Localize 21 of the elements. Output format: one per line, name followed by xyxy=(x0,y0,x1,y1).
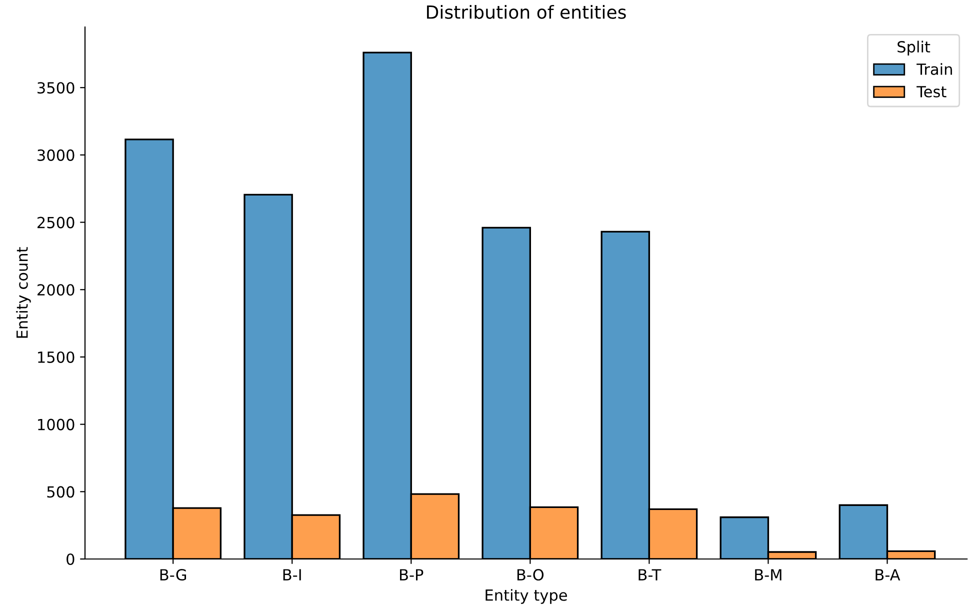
x-tick-label: B-P xyxy=(400,569,424,580)
y-tick-label: 500 xyxy=(47,486,74,498)
legend-title: Split xyxy=(898,40,930,56)
chart-title: Distribution of entities xyxy=(427,4,626,19)
legend-label: Train xyxy=(916,63,952,75)
x-tick-label: B-G xyxy=(160,568,186,581)
y-tick-label: 3000 xyxy=(38,149,74,161)
legend-label: Test xyxy=(916,86,946,98)
y-tick-label: 1500 xyxy=(38,351,74,363)
y-tick-label: 0 xyxy=(66,553,74,566)
y-tick-label: 3500 xyxy=(38,82,74,94)
y-tick-label: 2000 xyxy=(38,284,74,296)
x-tick-label: B-I xyxy=(283,569,301,580)
y-tick-label: 2500 xyxy=(38,216,74,228)
x-tick-label: B-A xyxy=(876,569,900,580)
x-tick-label: B-O xyxy=(517,568,544,581)
x-axis-title: Entity type xyxy=(486,589,567,604)
x-tick-label: B-M xyxy=(755,569,782,580)
x-tick-label: B-T xyxy=(638,569,662,580)
y-tick-label: 1000 xyxy=(38,418,74,430)
y-axis-title: Entity count xyxy=(16,247,31,338)
